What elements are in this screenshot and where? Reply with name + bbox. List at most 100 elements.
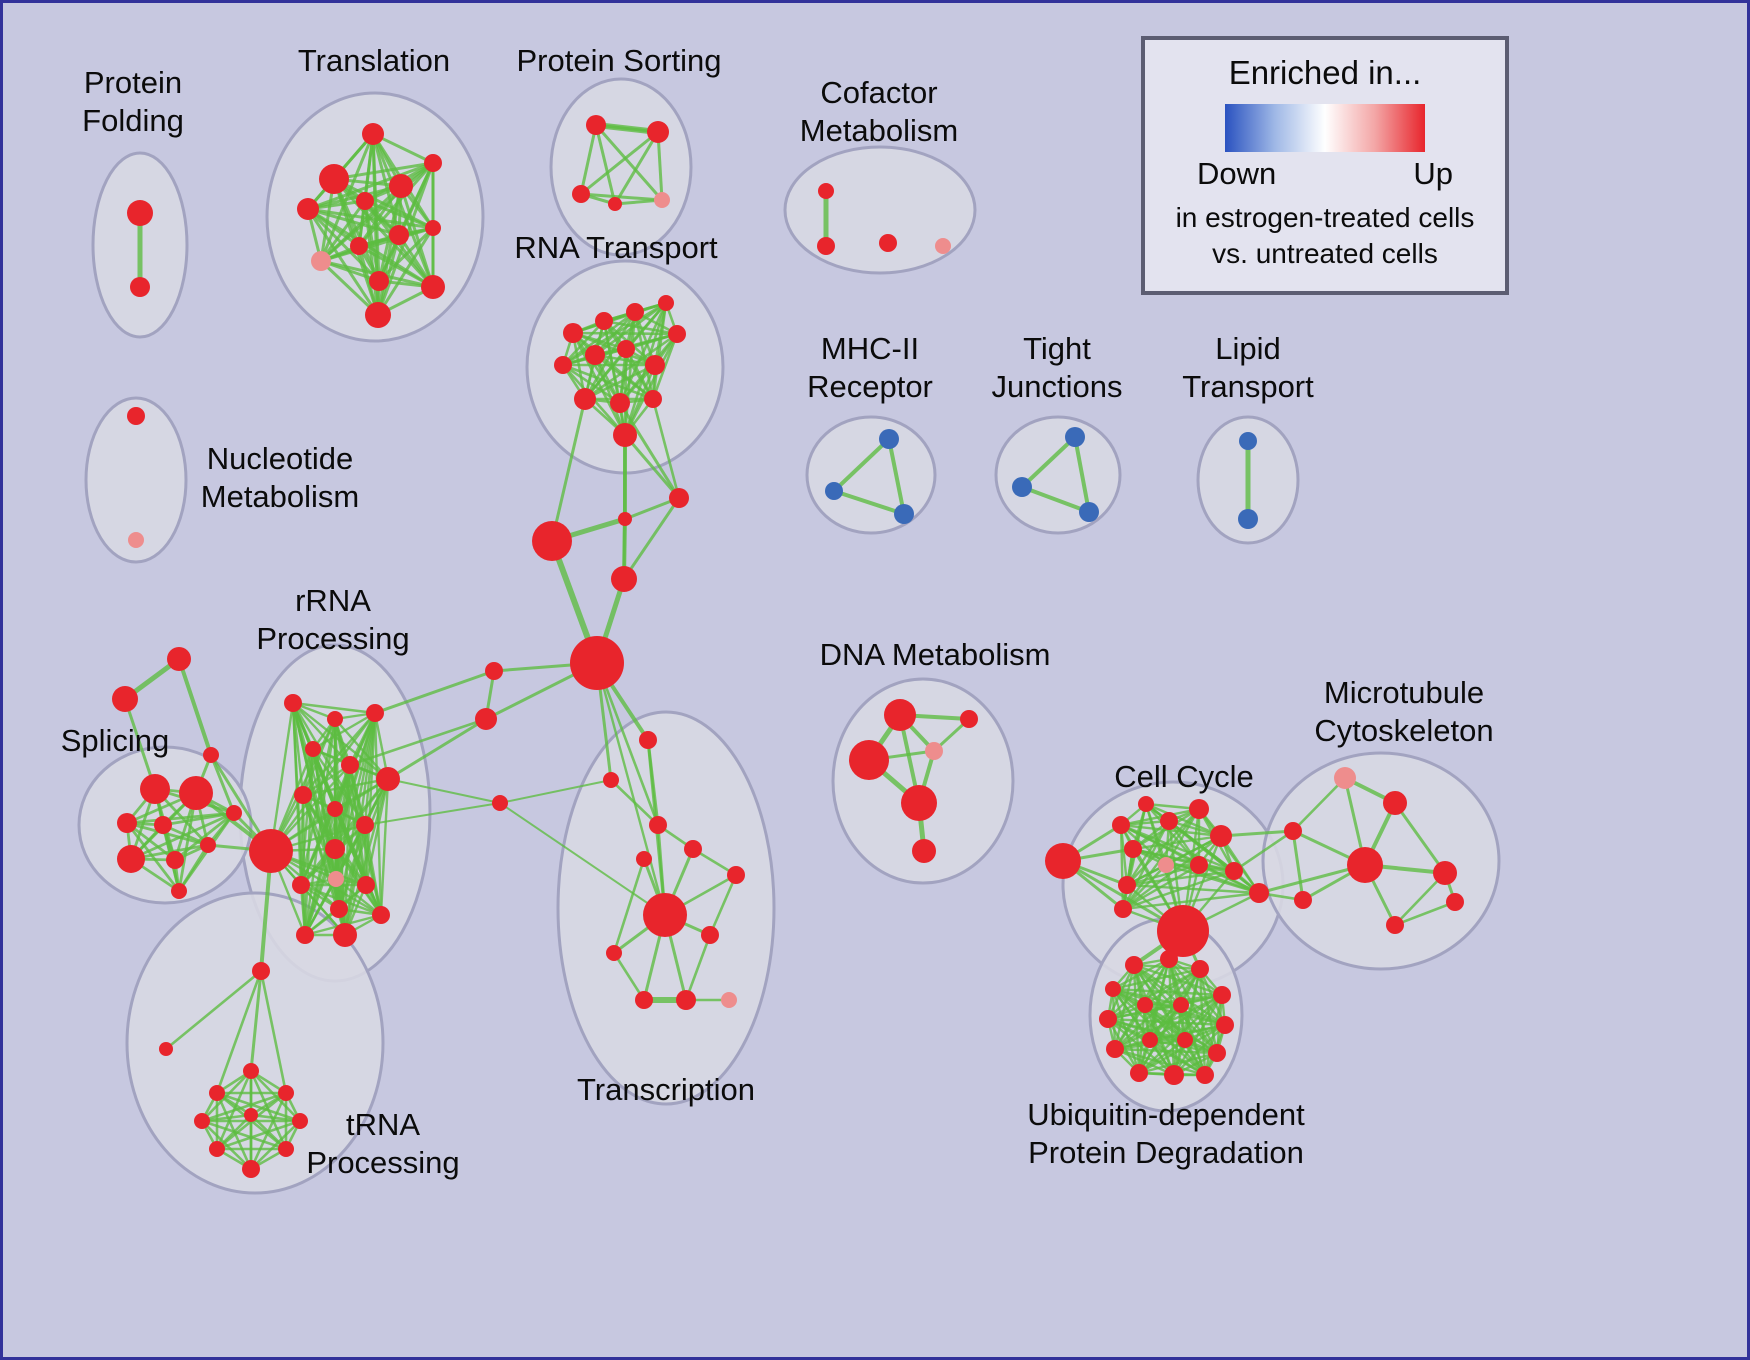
cluster-ellipse-dna-metabolism — [831, 677, 1015, 885]
edge-rr6-rr7 — [302, 777, 389, 797]
node-t10 — [425, 220, 441, 236]
node-cm1 — [818, 183, 834, 199]
node-ub4 — [1105, 981, 1121, 997]
legend: Enriched in... Down Up in estrogen-treat… — [1141, 36, 1509, 295]
edge-tn0-tn2 — [215, 970, 263, 1094]
cluster-label-tight-junctions: Junctions — [992, 369, 1123, 404]
edge-cc6-cc7 — [1132, 834, 1222, 851]
node-tx4 — [684, 840, 702, 858]
cluster-label-dna-metabolism: DNA Metabolism — [820, 637, 1051, 672]
edge-t5-t12 — [399, 185, 435, 288]
edge-sp3-sp9 — [125, 822, 181, 892]
node-ot1 — [167, 647, 191, 671]
node-mt7 — [1446, 893, 1464, 911]
edge-t3-t11 — [306, 207, 381, 283]
cluster-label-cofactor-metabolism: Cofactor — [820, 75, 937, 110]
node-cc12 — [1249, 883, 1269, 903]
node-tj3 — [1079, 502, 1099, 522]
cluster-label-translation: Translation — [298, 43, 450, 78]
node-rt8 — [617, 340, 635, 358]
node-mt5 — [1294, 891, 1312, 909]
node-rr7 — [294, 786, 312, 804]
cluster-label-nucleotide-metabolism: Metabolism — [201, 479, 360, 514]
cluster-label-tight-junctions: Tight — [1023, 331, 1091, 366]
node-mc6 — [475, 708, 497, 730]
edge-rt7-rt13 — [593, 354, 627, 436]
node-tx1 — [639, 731, 657, 749]
edge-rt12-mc1 — [651, 398, 681, 499]
node-ub13 — [1208, 1044, 1226, 1062]
node-tx3 — [649, 816, 667, 834]
node-t9 — [389, 225, 409, 245]
node-rt6 — [554, 356, 572, 374]
edge-ps1-ps3 — [579, 124, 598, 195]
node-rr8 — [327, 801, 343, 817]
edge-rt3-rt6 — [562, 310, 636, 367]
node-cc7 — [1124, 840, 1142, 858]
cluster-label-lipid-transport: Transport — [1182, 369, 1314, 404]
node-t4 — [356, 192, 374, 210]
node-ub16 — [1196, 1066, 1214, 1084]
edge-rr8-rr15 — [303, 808, 337, 936]
edge-mt2-mt4 — [1393, 802, 1447, 874]
node-tn3 — [278, 1085, 294, 1101]
cluster-ellipse-nucleotide-metabolism — [84, 396, 188, 564]
legend-down-label: Down — [1197, 156, 1277, 191]
node-rt3 — [626, 303, 644, 321]
cluster-ellipse-mhc-ii-receptor — [805, 415, 937, 535]
node-t5 — [389, 174, 413, 198]
edge-rr9-rr16 — [343, 824, 367, 936]
edge-t7-t13 — [319, 259, 380, 317]
cluster-ellipse-cofactor-metabolism — [783, 145, 977, 275]
node-ub1 — [1125, 956, 1143, 974]
edge-rr3-rr7 — [302, 712, 376, 796]
node-nm1 — [127, 407, 145, 425]
node-tx2 — [603, 772, 619, 788]
edge-ub10-ub15 — [1114, 1047, 1175, 1077]
node-cm2 — [817, 237, 835, 255]
node-mt3 — [1284, 822, 1302, 840]
edge-t10-t11 — [377, 226, 435, 283]
cluster-ellipse-tight-junctions — [994, 415, 1122, 535]
node-dm4 — [960, 710, 978, 728]
cluster-label-trna-processing: tRNA — [346, 1107, 420, 1142]
edge-ub7-ub14 — [1137, 1004, 1147, 1074]
edge-cc3-cc9 — [1145, 803, 1200, 866]
node-rr2 — [327, 711, 343, 727]
edge-sp5-sp8 — [130, 811, 235, 861]
node-t6 — [424, 154, 442, 172]
edge-t5-t13 — [376, 185, 403, 316]
edge-tn4-tn8 — [201, 1119, 287, 1151]
edge-t8-t12 — [358, 244, 434, 289]
edge-cc5-cc11 — [1126, 808, 1200, 886]
edge-tx8-tx9 — [612, 952, 646, 1001]
node-rt1 — [563, 323, 583, 343]
node-mc7 — [492, 795, 508, 811]
node-mt4 — [1433, 861, 1457, 885]
node-sp6 — [166, 851, 184, 869]
edge-mc6-rr6 — [387, 717, 487, 781]
node-rr10 — [325, 839, 345, 859]
node-lt1 — [1239, 432, 1257, 450]
edge-rt5-rt12 — [651, 333, 679, 400]
node-dm3 — [925, 742, 943, 760]
node-tn0 — [252, 962, 270, 980]
node-tn8 — [278, 1141, 294, 1157]
node-mc1 — [669, 488, 689, 508]
node-cm3 — [879, 234, 897, 252]
node-mh2 — [825, 482, 843, 500]
edge-rr12-rr17 — [300, 883, 382, 917]
node-ps2 — [647, 121, 669, 143]
edge-cc11-cc12 — [1126, 883, 1260, 895]
node-tx5 — [727, 866, 745, 884]
edge-ub12-ub14 — [1138, 1039, 1186, 1074]
node-tj1 — [1065, 427, 1085, 447]
node-txbig — [643, 893, 687, 937]
node-cc5 — [1189, 799, 1209, 819]
cluster-label-microtubule-cytoskeleton: Microtubule — [1324, 675, 1484, 710]
edge-t1-t12 — [371, 133, 435, 288]
node-cc2 — [1112, 816, 1130, 834]
node-tn7 — [209, 1141, 225, 1157]
edge-tn0-tn3 — [259, 970, 288, 1094]
